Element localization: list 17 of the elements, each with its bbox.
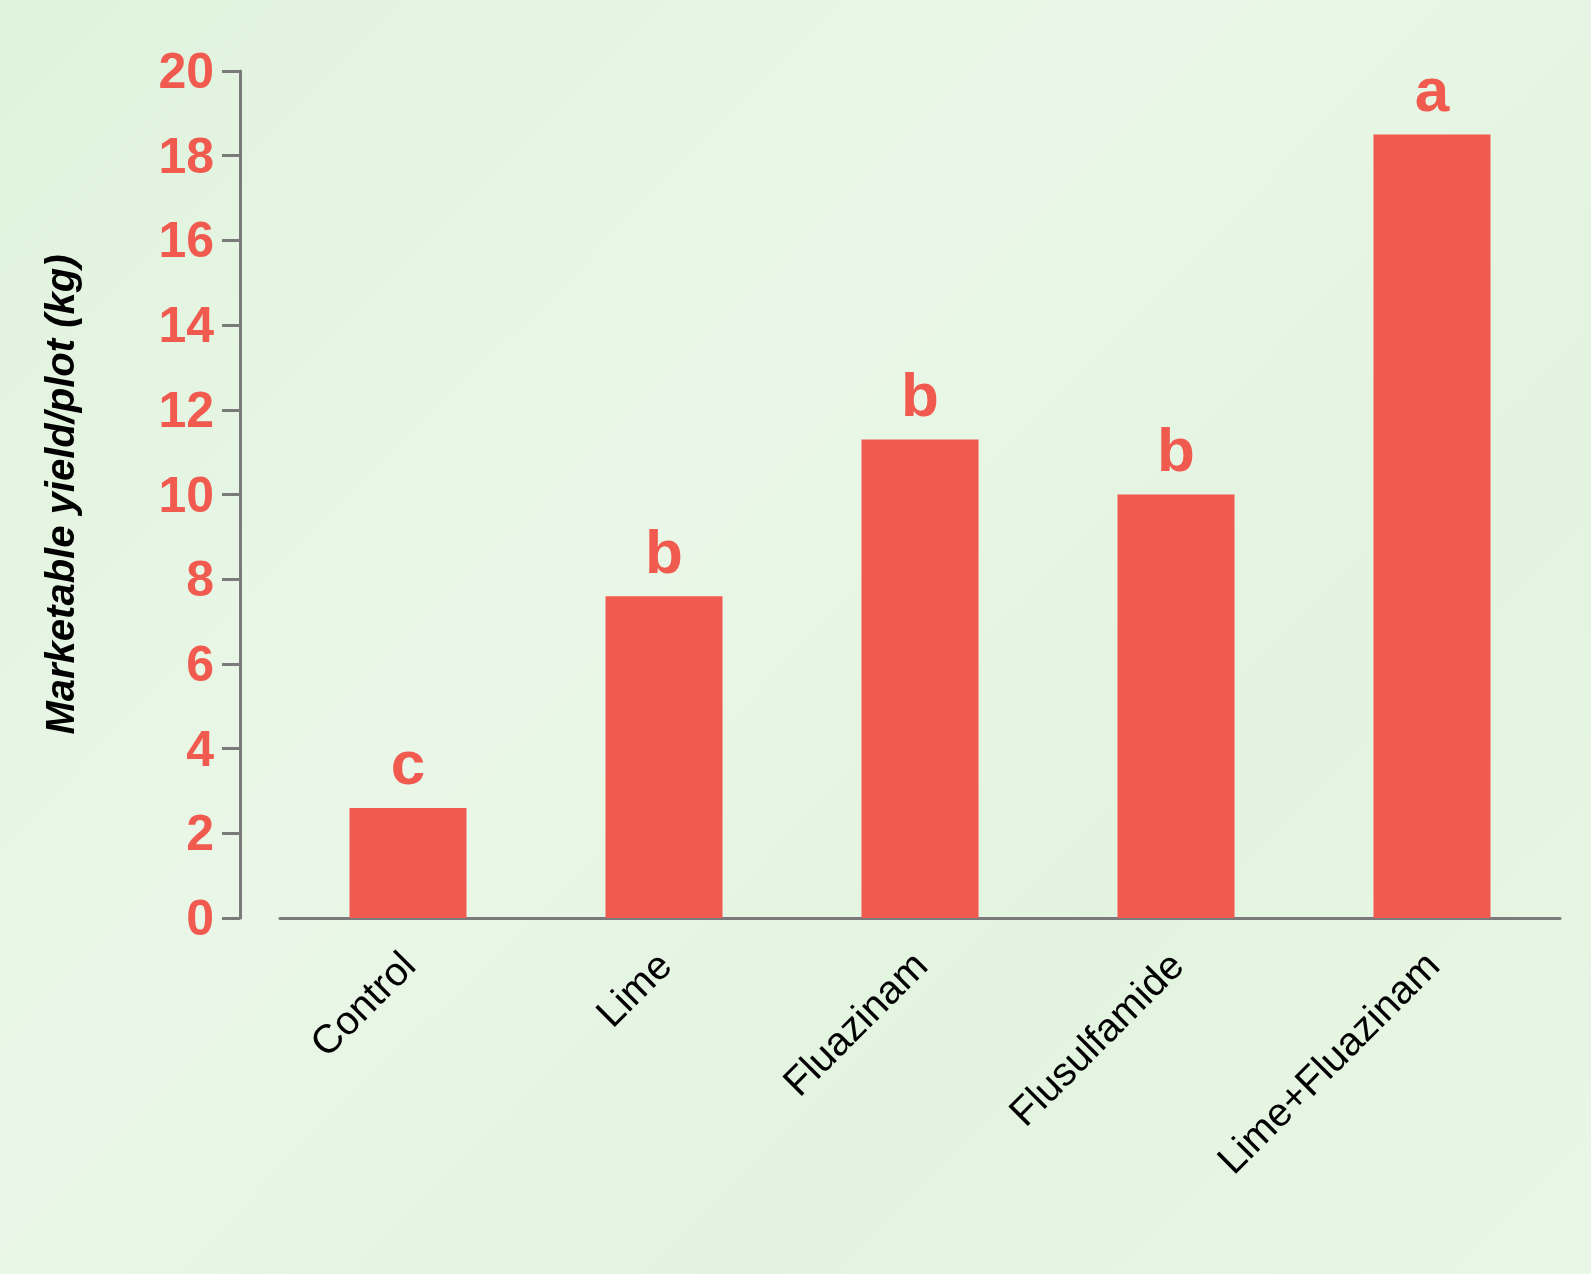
y-tick-label: 12 <box>158 381 214 438</box>
annotation: a <box>1414 55 1450 125</box>
y-tick-label: 18 <box>158 127 214 184</box>
y-tick-label: 16 <box>158 212 214 269</box>
y-axis-title: Marketable yield/plot (kg) <box>38 254 82 735</box>
y-tick-label: 8 <box>186 551 214 608</box>
y-tick-label: 10 <box>158 466 214 523</box>
y-tick-label: 6 <box>186 635 214 692</box>
annotation: b <box>901 359 939 429</box>
y-tick-label: 2 <box>186 805 214 862</box>
y-tick-label: 14 <box>158 297 215 354</box>
y-tick-label: 20 <box>158 43 214 99</box>
annotation: c <box>390 728 426 798</box>
y-tick-label: 0 <box>186 890 214 946</box>
annotation: b <box>645 516 683 586</box>
y-tick-label: 4 <box>186 720 215 777</box>
annotation: b <box>1157 415 1195 484</box>
